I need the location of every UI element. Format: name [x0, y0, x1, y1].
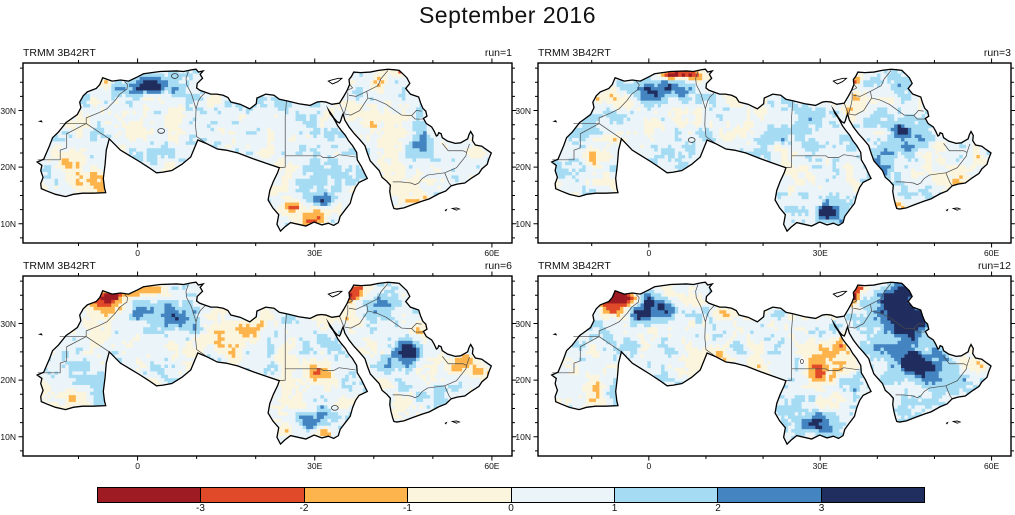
- lon-tick-label: 60E: [984, 248, 1000, 258]
- map-canvas-run1: [13, 55, 522, 251]
- figure-title: September 2016: [418, 2, 597, 28]
- lon-tick-label: 30E: [307, 248, 323, 258]
- lon-tick-label: 30E: [812, 248, 828, 258]
- lon-tick-label: 60E: [484, 248, 500, 258]
- map-canvas-run3: [528, 55, 1015, 251]
- colorbar-segment: [408, 488, 512, 502]
- lat-tick-label: 30N: [515, 318, 531, 329]
- lat-tick-label: 10N: [515, 218, 531, 229]
- colorbar-tick-label: -2: [299, 503, 309, 514]
- colorbar-segment: [201, 488, 305, 502]
- colorbar-segment: [304, 488, 409, 502]
- lon-tick-label: 60E: [484, 461, 500, 471]
- colorbar-tick-label: 3: [818, 503, 825, 514]
- lon-tick-label: 0: [135, 461, 140, 471]
- colorbar-segment: [511, 488, 615, 502]
- map-canvas-run6: [13, 268, 522, 464]
- colorbar-tick-label: 2: [715, 503, 721, 514]
- lon-tick-label: 0: [135, 248, 140, 258]
- lon-tick-label: 60E: [984, 461, 1000, 471]
- lat-tick-label: 30N: [0, 318, 16, 329]
- colorbar-tick-label: 1: [611, 503, 618, 514]
- map-canvas-run12: [528, 268, 1015, 464]
- map-panel-run6: TRMM 3B42RT run=6 30N 20N 10N 0 30E 60E: [0, 260, 522, 471]
- map-panel-run3: TRMM 3B42RT run=3 30N 20N 10N 0 30E 60E: [515, 47, 1015, 258]
- colorbar-tick-label: 0: [508, 503, 514, 514]
- colorbar-tick-label: -3: [196, 503, 205, 514]
- map-panel-run12: TRMM 3B42RT run=12 30N 20N 10N 0 30E 60E: [515, 260, 1015, 471]
- lat-tick-label: 10N: [0, 218, 16, 229]
- lat-tick-label: 30N: [0, 105, 16, 116]
- lat-tick-label: 20N: [0, 375, 16, 386]
- map-panel-run1: TRMM 3B42RT run=1 30N 20N 10N 0 30E 60E: [0, 47, 522, 258]
- colorbar-segment: [614, 488, 719, 502]
- colorbar-segment: [718, 488, 822, 502]
- lon-tick-label: 0: [646, 248, 652, 258]
- lon-tick-label: 0: [646, 461, 652, 471]
- lat-tick-label: 30N: [515, 105, 531, 116]
- lat-tick-label: 20N: [515, 375, 531, 386]
- lat-tick-label: 10N: [515, 431, 531, 442]
- lon-tick-label: 30E: [307, 461, 323, 471]
- colorbar: [97, 487, 925, 503]
- lon-tick-label: 30E: [812, 461, 828, 471]
- colorbar-segment: [821, 488, 924, 502]
- colorbar-tick-label: -1: [403, 503, 412, 514]
- lat-tick-label: 20N: [0, 162, 16, 173]
- lat-tick-label: 20N: [515, 162, 531, 173]
- lat-tick-label: 10N: [0, 431, 16, 442]
- colorbar-segment: [98, 488, 202, 502]
